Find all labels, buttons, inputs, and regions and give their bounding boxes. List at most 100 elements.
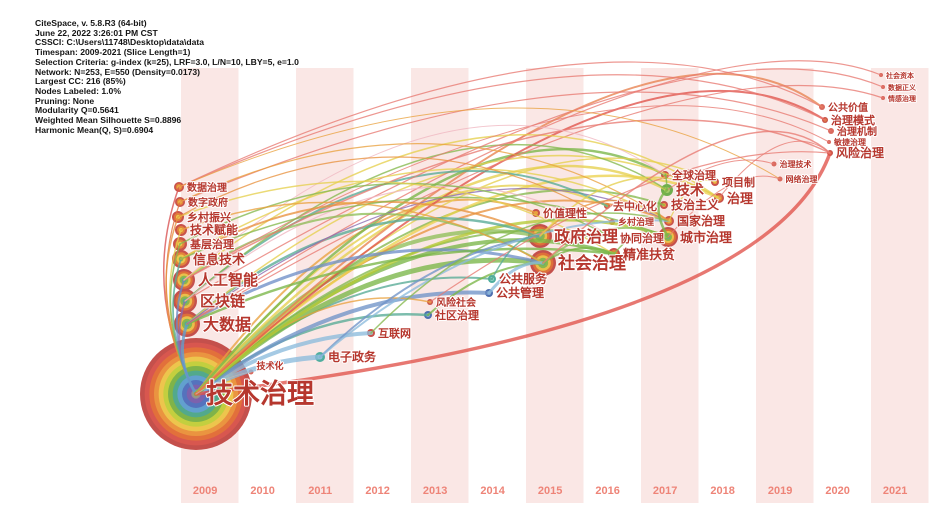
metadata-line: Selection Criteria: g-index (k=25), LRF=… — [35, 56, 299, 67]
edge-curve — [194, 218, 670, 396]
edge-curve — [429, 151, 831, 303]
node-label[interactable]: 电子政务 — [327, 348, 378, 365]
node-label[interactable]: 技术 — [675, 181, 705, 200]
node-label[interactable]: 国家治理 — [676, 212, 726, 229]
year-label: 2017 — [653, 485, 677, 497]
metadata-line: Modularity Q=0.5641 — [35, 105, 119, 116]
edge-curve — [180, 200, 541, 260]
node-label[interactable]: 治理 — [726, 190, 754, 208]
node-label[interactable]: 社区治理 — [433, 307, 480, 323]
year-label: 2009 — [193, 485, 217, 497]
node-label[interactable]: 数据正义 — [887, 82, 918, 93]
node-label[interactable]: 数字政府 — [187, 195, 229, 210]
edge-curve — [184, 68, 884, 302]
year-band — [641, 68, 699, 503]
year-label: 2020 — [825, 485, 849, 497]
year-label: 2013 — [423, 485, 447, 497]
node-label[interactable]: 公共价值 — [827, 100, 869, 115]
node-label[interactable]: 风险社会 — [435, 295, 477, 310]
node-label[interactable]: 数据治理 — [186, 180, 228, 195]
edge-curve — [539, 176, 720, 237]
edge-curve — [184, 169, 608, 302]
edge-curve — [542, 130, 831, 264]
node-label[interactable]: 政府治理 — [553, 226, 619, 247]
node-label[interactable]: 公共服务 — [498, 270, 549, 287]
node-label[interactable]: 价值理性 — [542, 205, 588, 221]
year-label: 2014 — [480, 485, 505, 497]
year-label: 2011 — [308, 485, 332, 497]
metadata-line: CSSCI: C:\Users\11748\Desktop\data\data — [35, 37, 205, 48]
year-label: 2012 — [365, 485, 389, 497]
node-label[interactable]: 社会资本 — [884, 70, 915, 81]
year-band — [871, 68, 929, 503]
node-label[interactable]: 网络治理 — [785, 173, 819, 185]
edge-curve — [180, 322, 198, 396]
edge-curve — [184, 185, 614, 302]
edge-curve — [539, 199, 670, 237]
node-label[interactable]: 互联网 — [377, 325, 412, 341]
edge-curve — [185, 247, 616, 326]
metadata-line: Timespan: 2009-2021 (Slice Length=1) — [35, 47, 191, 58]
year-label: 2010 — [250, 485, 274, 497]
edge-curve — [657, 188, 670, 239]
metadata-line: Network: N=253, E=550 (Density=0.0173) — [35, 66, 201, 77]
edge-curve — [184, 144, 668, 302]
edge-curve — [177, 156, 613, 223]
node-label[interactable]: 信息技术 — [192, 251, 246, 269]
node-label[interactable]: 大数据 — [202, 314, 252, 335]
edge-curve — [487, 261, 545, 295]
edge-curve — [183, 105, 830, 281]
node-label[interactable]: 乡村治理 — [617, 215, 655, 229]
edge-curve — [194, 151, 832, 396]
node-label[interactable]: 精准扶贫 — [622, 246, 677, 264]
node-label[interactable]: 治理技术 — [779, 158, 813, 170]
node-label[interactable]: 社会治理 — [556, 252, 627, 275]
node-label[interactable]: 项目制 — [721, 174, 756, 190]
edge-curve — [186, 154, 720, 325]
edge-curve — [194, 290, 491, 396]
metadata-line: CiteSpace, v. 5.8.R3 (64-bit) — [35, 18, 147, 28]
edge-curve — [491, 235, 541, 280]
edge-curve — [186, 84, 884, 325]
year-label: 2021 — [883, 485, 907, 497]
node-label[interactable]: 人工智能 — [197, 270, 259, 290]
node-label[interactable]: 技治主义 — [670, 196, 721, 213]
node-label[interactable]: 乡村振兴 — [186, 209, 232, 225]
node-label[interactable]: 风险治理 — [835, 144, 885, 161]
node-label[interactable]: 敏捷治理 — [832, 136, 867, 148]
metadata-line: June 22, 2022 3:26:01 PM CST — [35, 27, 158, 38]
node-label[interactable]: 基层治理 — [188, 236, 235, 252]
node-label[interactable]: 全球治理 — [670, 167, 717, 183]
edge-curve — [185, 248, 545, 326]
edge-curve — [180, 168, 670, 260]
node-label[interactable]: 治理机制 — [836, 124, 878, 139]
edge-curve — [370, 212, 670, 334]
node-label[interactable]: 技术化 — [256, 359, 285, 373]
node-label[interactable]: 技术赋能 — [189, 221, 239, 238]
edge-curve — [178, 107, 781, 188]
node-label[interactable]: 城市治理 — [679, 229, 733, 247]
node-label[interactable]: 协同治理 — [619, 230, 665, 246]
node-label[interactable]: 公共管理 — [495, 284, 545, 301]
edge-curve — [718, 140, 831, 199]
node-label[interactable]: 技术治理 — [205, 378, 315, 411]
year-label: 2018 — [710, 485, 734, 497]
node-label[interactable]: 区块链 — [199, 291, 247, 311]
node-label[interactable]: 情感治理 — [887, 93, 917, 104]
edge-curve — [180, 201, 544, 264]
edge-curve — [666, 159, 775, 191]
node-label[interactable]: 去中心化 — [612, 198, 658, 214]
metadata-line: Pruning: None — [35, 95, 95, 106]
year-label: 2019 — [768, 485, 792, 497]
metadata-line: Harmonic Mean(Q, S)=0.6904 — [35, 124, 154, 135]
edge-curve — [668, 179, 716, 222]
edge-curve — [319, 219, 670, 358]
year-label: 2016 — [595, 485, 619, 497]
edge-curve — [664, 173, 668, 191]
edge-curve — [179, 143, 670, 222]
node-label[interactable]: 治理模式 — [830, 112, 876, 128]
edge-curve — [183, 124, 666, 281]
year-band — [756, 68, 814, 503]
edge-curve — [178, 61, 823, 188]
